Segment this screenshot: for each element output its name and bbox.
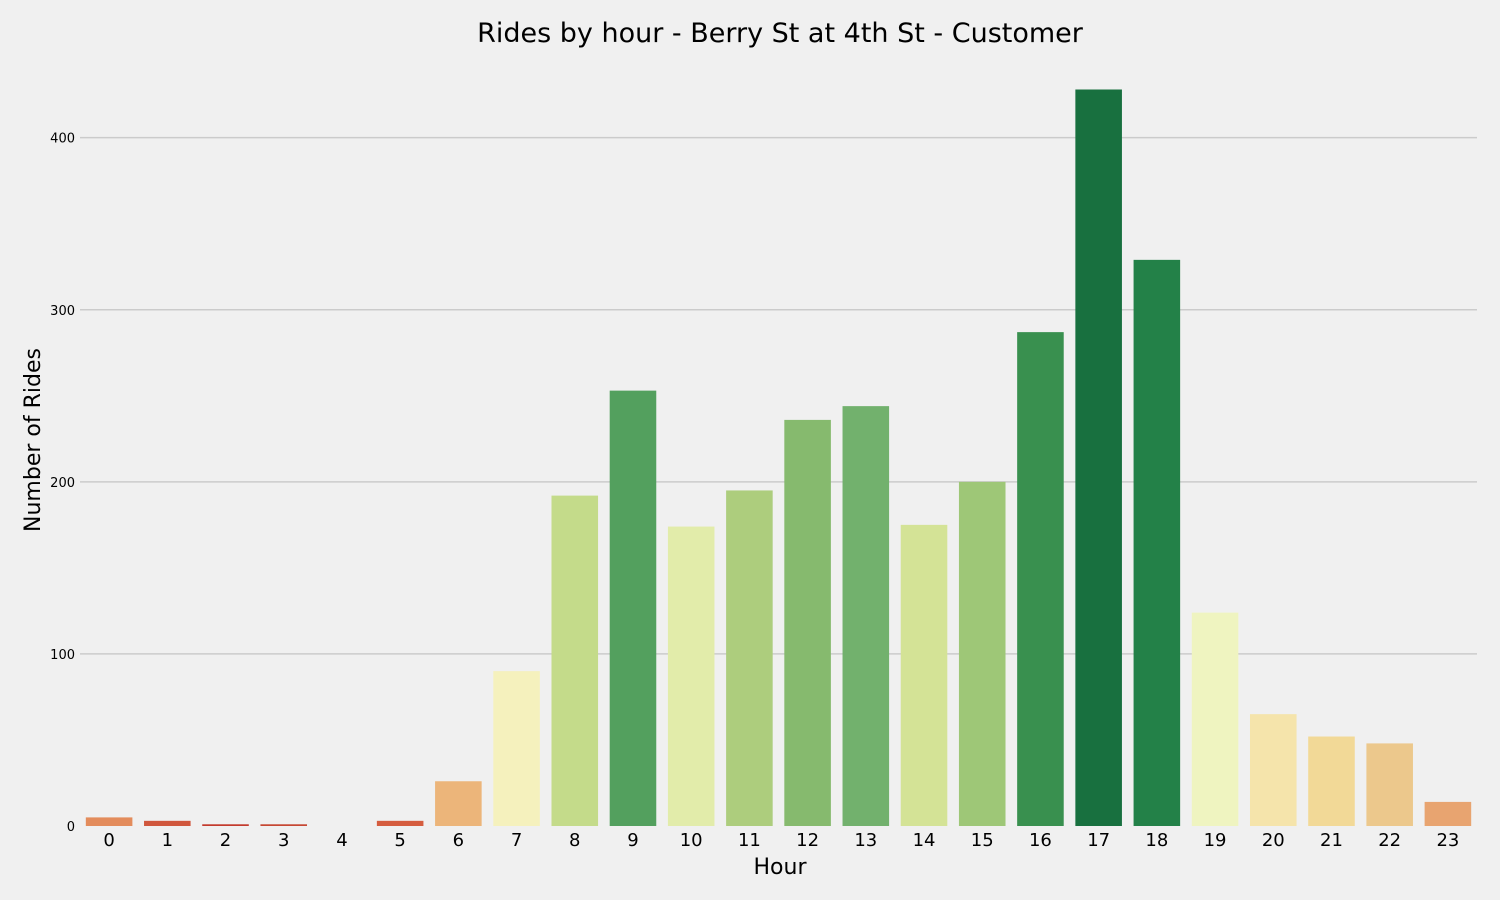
- x-tick-label: 3: [278, 830, 289, 851]
- bar-hour-16: [1017, 332, 1064, 826]
- x-tick-label: 11: [738, 830, 761, 851]
- y-tick-label: 300: [50, 304, 75, 319]
- bar-hour-1: [144, 820, 191, 826]
- y-tick-label: 100: [50, 648, 75, 663]
- x-tick-label: 13: [854, 830, 877, 851]
- bar-hour-5: [376, 820, 424, 826]
- bar-hour-11: [726, 490, 773, 826]
- bar-hour-19: [1191, 612, 1239, 826]
- x-tick-label: 22: [1378, 830, 1401, 851]
- bar-hour-12: [784, 419, 831, 826]
- x-tick-label: 16: [1029, 830, 1052, 851]
- x-tick-label: 0: [103, 830, 114, 851]
- x-tick-label: 5: [394, 830, 405, 851]
- x-tick-label: 4: [336, 830, 347, 851]
- x-tick-label: 23: [1436, 830, 1459, 851]
- bar-hour-3: [260, 824, 308, 826]
- bar-hour-17: [1075, 89, 1122, 826]
- bar-hour-6: [435, 781, 482, 826]
- bar-hour-15: [958, 481, 1006, 826]
- bar-hour-13: [842, 406, 890, 826]
- x-tick-label: 9: [627, 830, 638, 851]
- x-tick-label: 17: [1087, 830, 1110, 851]
- bar-hour-10: [667, 526, 715, 826]
- bars: [85, 89, 1472, 826]
- chart-title: Rides by hour - Berry St at 4th St - Cus…: [477, 18, 1084, 49]
- y-gridlines: [80, 136, 1477, 655]
- y-tick-label: 400: [50, 132, 75, 147]
- y-tick-label: 0: [67, 820, 75, 835]
- x-tick-label: 8: [569, 830, 580, 851]
- bar-hour-9: [609, 390, 657, 826]
- y-tick-label: 200: [50, 476, 75, 491]
- x-tick-label: 15: [971, 830, 994, 851]
- x-tick-label: 20: [1262, 830, 1285, 851]
- y-tick-labels: 0 100 200 300 400: [50, 132, 75, 835]
- x-tick-label: 7: [511, 830, 522, 851]
- bar-hour-14: [900, 524, 948, 826]
- x-tick-labels: 0 1 2 3 4 5 6 7 8 9 10 11 12 13 14 15 16 17 18 19 20 21 22 23: [103, 830, 1459, 851]
- y-axis-label: Number of Rides: [21, 348, 46, 532]
- bar-hour-0: [85, 817, 133, 826]
- x-tick-label: 2: [220, 830, 231, 851]
- x-tick-label: 18: [1145, 830, 1168, 851]
- bar-hour-22: [1366, 743, 1413, 826]
- x-tick-label: 1: [162, 830, 173, 851]
- x-tick-label: 14: [913, 830, 936, 851]
- bar-hour-18: [1133, 259, 1181, 826]
- bar-hour-23: [1424, 801, 1472, 826]
- x-tick-label: 6: [453, 830, 464, 851]
- bar-hour-21: [1308, 736, 1355, 826]
- bar-hour-20: [1249, 714, 1297, 826]
- bar-hour-2: [202, 824, 249, 826]
- x-axis-label: Hour: [754, 855, 808, 880]
- x-tick-label: 12: [796, 830, 819, 851]
- bar-hour-8: [551, 495, 599, 826]
- x-tick-label: 10: [680, 830, 703, 851]
- x-tick-label: 21: [1320, 830, 1343, 851]
- bar-hour-7: [493, 671, 540, 826]
- x-tick-label: 19: [1204, 830, 1227, 851]
